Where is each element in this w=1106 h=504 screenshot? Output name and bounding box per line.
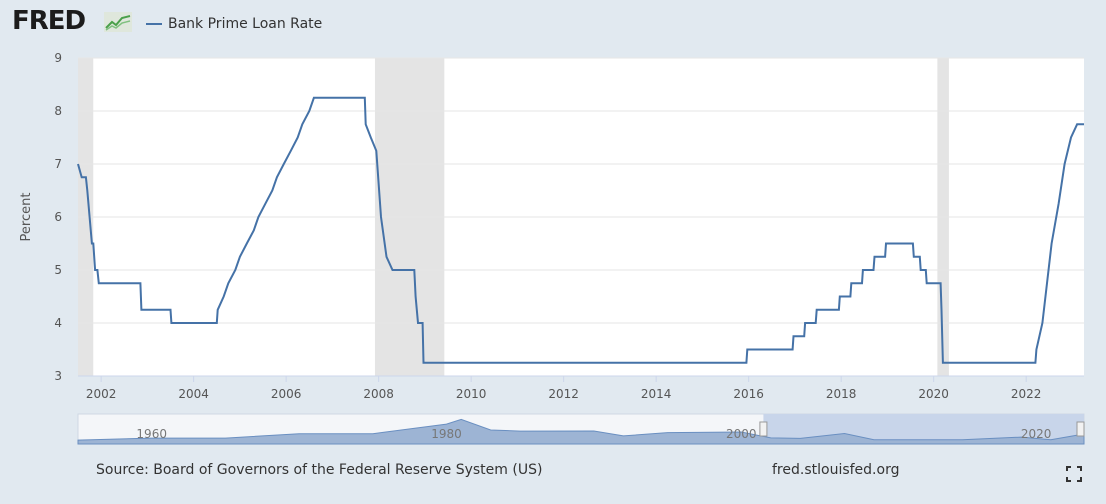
chart-legend[interactable]: Bank Prime Loan Rate: [146, 14, 322, 34]
y-tick-label-4: 4: [54, 316, 62, 330]
legend-swatch: [146, 23, 162, 25]
x-tick-label-2020: 2020: [918, 387, 949, 401]
chart-area[interactable]: 3 4 5 6 7 8 9 2002 2004 2006 2008 2010 2012 2014 2016…: [0, 0, 1106, 460]
y-tick-label-3: 3: [54, 369, 62, 383]
fred-logo[interactable]: FRED: [12, 6, 86, 36]
x-tick-label-2004: 2004: [178, 387, 209, 401]
source-note: Source: Board of Governors of the Federa…: [96, 462, 543, 478]
navigator-label-2020: 2020: [1021, 427, 1052, 441]
fullscreen-icon[interactable]: [1066, 466, 1082, 482]
navigator-label-2000: 2000: [726, 427, 757, 441]
chart-header: FRED Bank Prime Loan Rate: [0, 0, 1106, 48]
y-tick-label-6: 6: [54, 210, 62, 224]
x-tick-label-2018: 2018: [826, 387, 857, 401]
y-tick-label-9: 9: [54, 51, 62, 65]
y-tick-label-8: 8: [54, 104, 62, 118]
range-navigator[interactable]: 1960 1980 2000 2020: [77, 413, 1085, 445]
x-tick-label-2008: 2008: [363, 387, 394, 401]
x-tick-label-2012: 2012: [548, 387, 579, 401]
chart-trend-icon: [104, 12, 132, 32]
source-url[interactable]: fred.stlouisfed.org: [772, 462, 900, 478]
y-axis-label: Percent: [19, 193, 34, 242]
x-axis-ticks: 2002 2004 2006 2008 2010 2012 2014 2016 2018 2020…: [78, 375, 1084, 401]
x-tick-label-2006: 2006: [271, 387, 302, 401]
x-tick-label-2014: 2014: [641, 387, 672, 401]
navigator-label-1980: 1980: [431, 427, 462, 441]
navigator-label-1960: 1960: [136, 427, 167, 441]
y-tick-label-5: 5: [54, 263, 62, 277]
x-tick-label-2022: 2022: [1011, 387, 1042, 401]
y-axis-ticks: 3 4 5 6 7 8 9: [54, 51, 62, 383]
x-tick-label-2010: 2010: [456, 387, 487, 401]
x-tick-label-2016: 2016: [733, 387, 764, 401]
legend-label: Bank Prime Loan Rate: [168, 16, 323, 32]
navigator-labels: 1960 1980 2000 2020: [136, 427, 1051, 441]
x-tick-label-2002: 2002: [86, 387, 117, 401]
navigator-series-area: [77, 418, 1085, 445]
series-line-bank-prime-loan-rate: [77, 96, 1084, 364]
navigator-handle-left[interactable]: [759, 421, 768, 437]
navigator-handle-right[interactable]: [1076, 421, 1085, 437]
y-tick-label-7: 7: [54, 157, 62, 171]
